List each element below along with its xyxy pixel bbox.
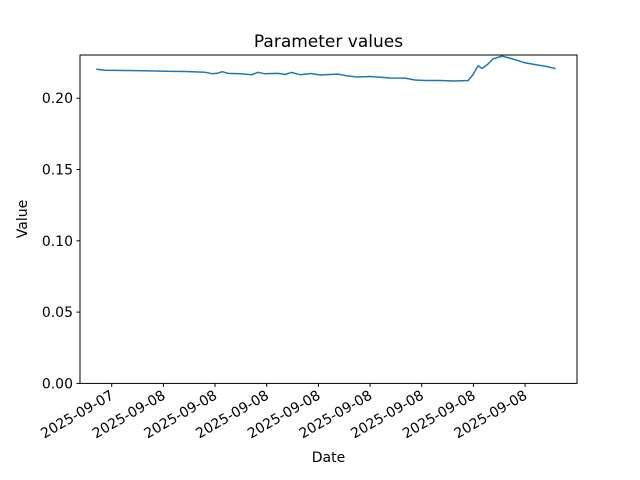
y-tick-label: 0.00	[42, 376, 73, 392]
y-tick-label: 0.10	[42, 234, 73, 250]
y-tick-label: 0.15	[42, 163, 73, 179]
chart-title: Parameter values	[254, 32, 403, 52]
y-axis-ticks: 0.00 0.05 0.10 0.15 0.20	[42, 91, 80, 392]
series-line-parameter-value	[96, 55, 556, 82]
axes-spines	[79, 54, 578, 384]
x-axis-label: Date	[312, 450, 345, 466]
y-axis-label: Value	[15, 200, 31, 238]
axes-background	[80, 55, 577, 384]
series-group	[96, 55, 556, 82]
y-tick-label: 0.05	[42, 305, 73, 321]
y-tick-label: 0.20	[42, 91, 73, 107]
